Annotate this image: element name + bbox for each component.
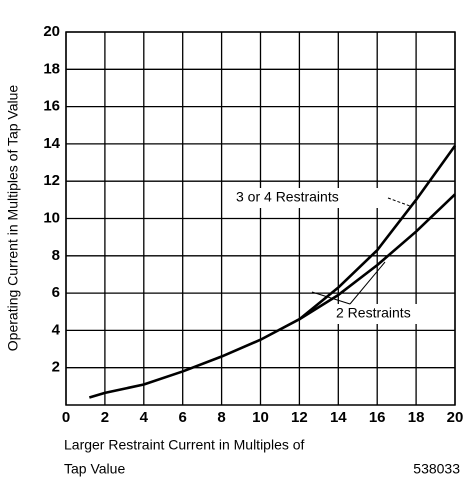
x-tick-label: 8 — [217, 409, 225, 426]
y-axis-label: Operating Current in Multiples of Tap Va… — [5, 85, 21, 352]
x-axis-label: Tap Value — [64, 461, 125, 477]
y-tick-label: 16 — [43, 98, 60, 115]
series-label: 3 or 4 Restraints — [236, 189, 339, 205]
x-axis-label: Larger Restraint Current in Multiples of — [64, 437, 305, 453]
x-tick-label: 12 — [291, 409, 308, 426]
x-tick-label: 14 — [330, 409, 347, 426]
x-tick-label: 0 — [62, 409, 70, 426]
x-tick-label: 4 — [140, 409, 149, 426]
y-tick-label: 8 — [52, 247, 60, 264]
y-tick-label: 14 — [43, 135, 60, 152]
series-label: 2 Restraints — [336, 305, 411, 321]
y-tick-label: 20 — [43, 23, 60, 40]
y-tick-label: 4 — [52, 321, 61, 338]
x-tick-label: 18 — [408, 409, 425, 426]
label-background — [333, 304, 449, 324]
x-tick-label: 16 — [369, 409, 386, 426]
y-tick-label: 6 — [52, 284, 60, 301]
figure-number: 538033 — [413, 461, 460, 477]
y-tick-label: 18 — [43, 60, 60, 77]
x-tick-label: 10 — [252, 409, 269, 426]
y-tick-label: 10 — [43, 209, 60, 226]
y-tick-label: 2 — [52, 359, 60, 376]
x-tick-label: 2 — [101, 409, 109, 426]
y-tick-label: 12 — [43, 172, 60, 189]
x-tick-label: 20 — [447, 409, 464, 426]
leader-line — [387, 197, 411, 207]
x-tick-label: 6 — [179, 409, 187, 426]
data-line — [298, 145, 457, 321]
label-background — [235, 188, 387, 208]
data-line — [88, 193, 456, 399]
leader-line — [349, 261, 386, 305]
leader-line — [311, 291, 351, 305]
